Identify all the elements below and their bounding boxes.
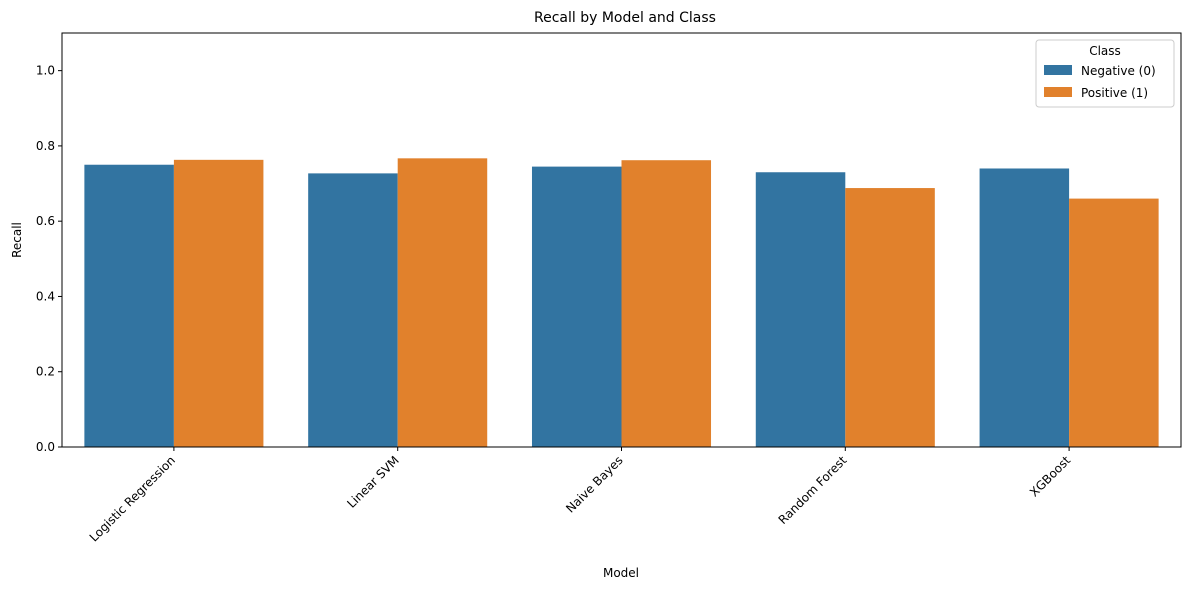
legend-swatch-positive: [1044, 87, 1072, 97]
bar-negative-1: [308, 173, 398, 447]
y-axis-ticks: 0.0 0.2 0.4 0.6 0.8 1.0: [36, 64, 62, 454]
legend: Class Negative (0) Positive (1): [1035, 39, 1175, 108]
y-tick-label: 0.8: [36, 139, 55, 153]
bars-layer: [84, 158, 1159, 448]
y-tick-label: 0.0: [36, 440, 55, 454]
legend-title: Class: [1089, 44, 1121, 58]
y-tick-label: 0.6: [36, 214, 55, 228]
bar-positive-2: [621, 160, 712, 447]
bar-positive-1: [397, 158, 488, 447]
y-tick-label: 0.4: [36, 289, 55, 303]
bar-negative-3: [755, 172, 846, 447]
bar-positive-3: [845, 188, 935, 447]
legend-entry-positive: Positive (1): [1081, 86, 1148, 100]
bar-negative-4: [979, 168, 1070, 448]
legend-entry-negative: Negative (0): [1081, 64, 1156, 78]
chart-title: Recall by Model and Class: [534, 10, 716, 26]
bar-negative-2: [531, 166, 622, 448]
y-axis-label: Recall: [10, 222, 24, 258]
legend-swatch-negative: [1044, 65, 1072, 75]
y-tick-label: 1.0: [36, 64, 55, 78]
x-axis-label: Model: [603, 566, 639, 580]
bar-positive-0: [173, 159, 264, 447]
y-tick-label: 0.2: [36, 365, 55, 379]
bar-negative-0: [84, 164, 174, 448]
bar-positive-4: [1069, 198, 1159, 447]
